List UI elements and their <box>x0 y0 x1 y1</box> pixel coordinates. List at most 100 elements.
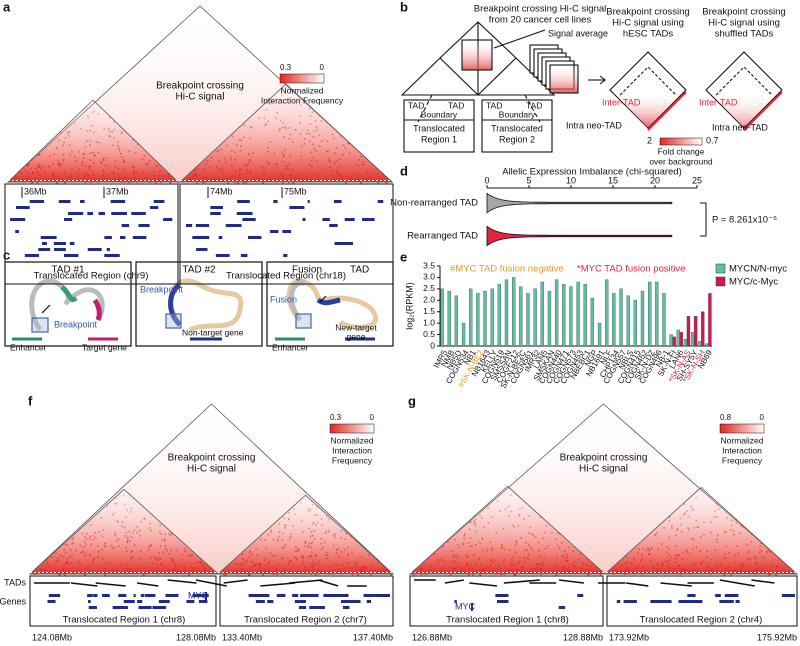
heat-pixel <box>83 540 85 543</box>
bar <box>690 332 695 347</box>
heat-pixel <box>351 551 353 554</box>
heat-pixel <box>132 166 135 169</box>
gene <box>616 600 621 603</box>
heat-pixel <box>88 165 90 168</box>
heat-pixel <box>379 570 382 572</box>
heat-pixel <box>674 561 677 563</box>
heat-pixel <box>130 559 132 561</box>
track-box <box>179 183 394 285</box>
heat-pixel <box>62 144 65 147</box>
heat-pixel <box>344 146 346 149</box>
tad-bar <box>70 582 98 587</box>
tad-bar <box>503 579 540 584</box>
heat-pixel <box>83 573 86 576</box>
heat-pixel <box>542 563 545 566</box>
heat-pixel <box>677 564 680 567</box>
heat-pixel <box>387 181 389 183</box>
heat-pixel <box>543 531 546 534</box>
heat-pixel <box>170 557 173 560</box>
heat-pixel <box>234 170 237 173</box>
heat-pixel <box>514 544 517 546</box>
heat-pixel <box>89 159 91 161</box>
heat-pixel <box>340 174 342 177</box>
gene <box>497 600 509 603</box>
label: over background <box>649 156 713 166</box>
heat-pixel <box>278 530 281 533</box>
heat-pixel <box>67 130 69 133</box>
heat-pixel <box>94 531 97 534</box>
heat-pixel <box>249 550 252 553</box>
heat-pixel <box>123 494 125 497</box>
heat-pixel <box>220 180 222 183</box>
heat-pixel <box>471 568 474 571</box>
heat-pixel <box>33 573 36 576</box>
heat-pixel <box>89 535 91 538</box>
bar <box>504 279 509 347</box>
y-tick-label: 1.5 <box>423 306 435 316</box>
heat-pixel <box>225 573 227 576</box>
heat-pixel <box>474 523 477 525</box>
heat-pixel <box>292 141 294 144</box>
heat-pixel <box>255 548 258 550</box>
heat-pixel <box>325 150 328 153</box>
gene <box>123 600 135 603</box>
heat-pixel <box>224 161 227 163</box>
heat-pixel <box>151 562 153 565</box>
heat-pixel <box>191 554 193 557</box>
label: Frequency <box>722 455 763 465</box>
heat-pixel <box>156 165 158 167</box>
heat-pixel <box>754 570 757 573</box>
heat-pixel <box>311 143 314 146</box>
heat-pixel <box>361 572 364 575</box>
label: 124.08Mb <box>32 632 72 642</box>
heat-pixel <box>752 571 755 574</box>
heat-pixel <box>128 530 131 533</box>
heat-pixel <box>58 139 61 142</box>
label: TAD #1 <box>51 265 85 276</box>
heat-pixel <box>482 568 485 571</box>
heat-pixel <box>263 559 266 562</box>
heat-pixel <box>294 556 296 559</box>
heat-pixel <box>689 552 691 555</box>
heat-pixel <box>25 179 27 182</box>
heat-pixel <box>130 557 132 559</box>
gene <box>120 200 124 203</box>
heat-pixel <box>469 521 472 524</box>
heat-pixel <box>475 544 477 546</box>
heat-pixel <box>123 181 126 183</box>
heat-pixel <box>63 141 65 144</box>
heat-pixel <box>469 521 472 523</box>
heat-pixel <box>491 569 494 572</box>
heat-pixel <box>344 538 347 540</box>
heat-pixel <box>29 167 32 170</box>
heat-pixel <box>687 527 689 529</box>
heat-pixel <box>169 180 172 183</box>
heat-pixel <box>351 573 354 576</box>
heat-pixel <box>767 573 770 575</box>
heat-pixel <box>510 494 512 496</box>
heat-pixel <box>66 563 68 565</box>
bar <box>626 295 630 347</box>
heat-pixel <box>131 550 133 552</box>
heat-pixel <box>561 555 563 558</box>
heat-pixel <box>735 522 738 524</box>
heat-pixel <box>82 157 85 159</box>
heat-pixel <box>736 545 738 548</box>
heat-pixel <box>516 568 519 571</box>
heat-pixel <box>310 542 313 545</box>
heat-pixel <box>653 567 656 569</box>
heat-pixel <box>19 171 21 174</box>
heat-pixel <box>315 514 318 517</box>
heat-pixel <box>707 566 709 568</box>
heat-pixel <box>132 531 134 534</box>
panel-b-art <box>400 21 783 153</box>
heat-pixel <box>104 545 107 548</box>
heat-pixel <box>36 172 38 174</box>
heat-pixel <box>304 540 307 543</box>
heat-pixel <box>655 567 658 570</box>
heat-pixel <box>285 524 287 527</box>
heat-pixel <box>276 540 279 542</box>
heat-pixel <box>467 573 470 575</box>
heat-pixel <box>706 550 709 552</box>
heat-pixel <box>360 570 362 572</box>
